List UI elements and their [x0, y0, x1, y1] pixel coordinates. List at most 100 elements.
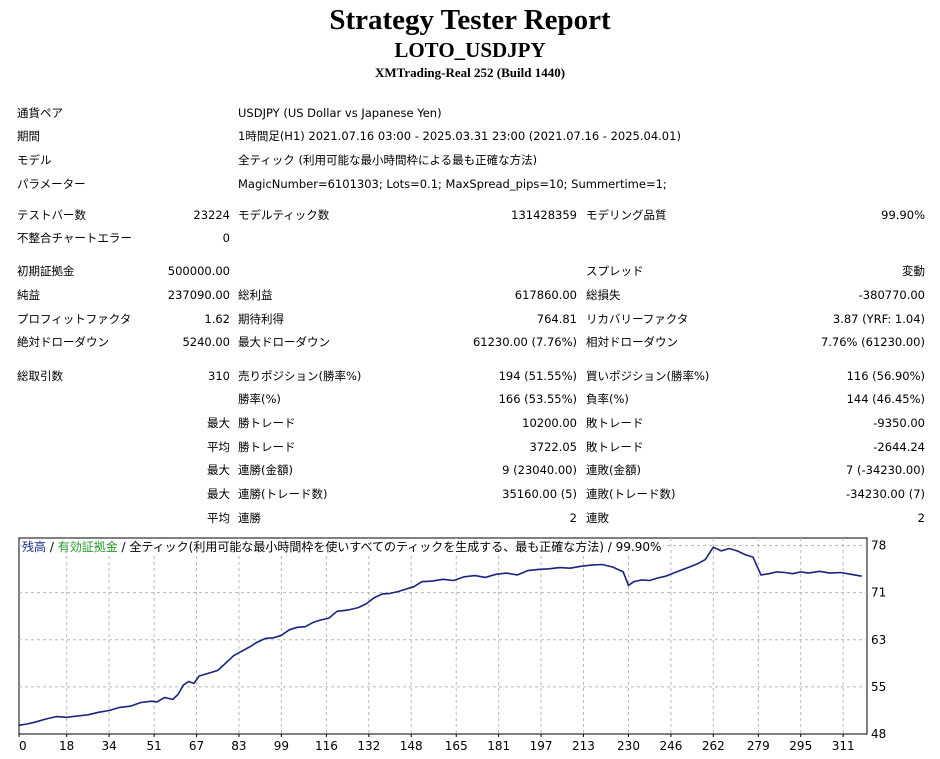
avg-consecutive-losses-label: 連敗: [586, 511, 609, 525]
x-tick-label: 116: [315, 739, 338, 753]
long-positions-label: 買いポジション(勝率%): [586, 369, 710, 383]
balance-chart: 480825 557307 633788 710270 786751 0 18 34 51 67 8…: [18, 537, 887, 753]
largest-win-value: 10200.00: [522, 416, 577, 430]
x-tick-label: 262: [702, 739, 725, 753]
short-positions-value: 194 (51.55%): [498, 369, 577, 383]
x-tick-label: 311: [832, 739, 855, 753]
expected-payoff-label: 期待利得: [238, 312, 284, 326]
recovery-factor-value: 3.87 (YRF: 1.04): [832, 312, 925, 326]
win-rate-label: 勝率(%): [238, 392, 281, 406]
x-tick-label: 148: [400, 739, 423, 753]
avg-word: 平均: [207, 511, 230, 525]
legend-balance: 残高: [22, 540, 47, 554]
consecutive-wins-money-value: 9 (23040.00): [502, 463, 577, 477]
ticks-value: 131428359: [511, 208, 577, 222]
loss-rate-value: 144 (46.45%): [846, 392, 925, 406]
net-profit-value: 237090.00: [167, 288, 230, 302]
bars-label: テストバー数: [17, 208, 86, 222]
avg-win-label: 勝トレード: [238, 440, 296, 454]
max-word: 最大: [207, 416, 230, 430]
ticks-label: モデルティック数: [238, 208, 330, 222]
largest-loss-label: 敗トレード: [586, 416, 644, 430]
expected-payoff-value: 764.81: [536, 312, 577, 326]
quality-value: 99.90%: [881, 208, 925, 222]
avg-loss-label: 敗トレード: [586, 440, 644, 454]
chart-legend: 残高 / 有効証拠金 / 全ティック(利用可能な最小時間枠を使いすべてのティック…: [22, 539, 664, 555]
y-tick-label: 786751: [871, 539, 887, 553]
y-tick-label: 710270: [871, 586, 887, 600]
consecutive-loss-label: 連敗(トレード数): [586, 487, 676, 501]
win-rate-value: 166 (53.55%): [498, 392, 577, 406]
consecutive-profit-value: 35160.00 (5): [502, 487, 577, 501]
legend-separator: /: [46, 540, 58, 554]
x-tick-label: 181: [487, 739, 510, 753]
y-tick-label: 633788: [871, 633, 887, 647]
gross-loss-value: -380770.00: [858, 288, 925, 302]
recovery-factor-label: リカバリーファクタ: [586, 312, 689, 326]
spread-label: スプレッド: [586, 264, 644, 278]
largest-win-label: 勝トレード: [238, 416, 296, 430]
consecutive-losses-money-value: 7 (-34230.00): [846, 463, 925, 477]
legend-equity: 有効証拠金: [57, 540, 118, 554]
avg-consecutive-wins-value: 2: [569, 511, 577, 525]
relative-drawdown-label: 相対ドローダウン: [586, 335, 678, 349]
balance-line: [18, 546, 862, 727]
y-tick-label: 480825: [871, 727, 887, 741]
bars-value: 23224: [193, 208, 230, 222]
period-label: 期間: [17, 129, 40, 143]
model-value: 全ティック (利用可能な最小時間枠による最も正確な方法): [238, 153, 538, 167]
ea-name: LOTO_USDJPY: [394, 38, 546, 62]
short-positions-label: 売りポジション(勝率%): [238, 369, 362, 383]
max-word: 最大: [207, 463, 230, 477]
period-value: 1時間足(H1) 2021.07.16 03:00 - 2025.03.31 2…: [238, 129, 681, 143]
x-tick-label: 230: [617, 739, 640, 753]
symbol-value: USDJPY (US Dollar vs Japanese Yen): [238, 106, 442, 120]
x-tick-label: 0: [19, 739, 27, 753]
x-tick-label: 51: [147, 739, 162, 753]
quality-label: モデリング品質: [586, 208, 667, 222]
plot-frame: [18, 537, 868, 735]
avg-win-value: 3722.05: [529, 440, 577, 454]
parameters-value: MagicNumber=6101303; Lots=0.1; MaxSpread…: [238, 177, 667, 191]
x-tick-label: 197: [530, 739, 553, 753]
report-title: Strategy Tester Report: [329, 4, 611, 36]
x-tick-label: 165: [445, 739, 468, 753]
gross-loss-label: 総損失: [586, 288, 621, 302]
x-tick-label: 132: [357, 739, 380, 753]
avg-word: 平均: [207, 440, 230, 454]
x-tick-label: 34: [101, 739, 116, 753]
legend-model-info: / 全ティック(利用可能な最小時間枠を使いすべてのティックを生成する、最も正確な…: [117, 540, 662, 554]
consecutive-profit-label: 連勝(トレード数): [238, 487, 328, 501]
consecutive-losses-money-label: 連敗(金額): [586, 463, 641, 477]
max-drawdown-label: 最大ドローダウン: [238, 335, 330, 349]
x-tick-label: 213: [572, 739, 595, 753]
net-profit-label: 純益: [17, 288, 40, 302]
symbol-label: 通貨ペア: [17, 106, 63, 120]
avg-consecutive-wins-label: 連勝: [238, 511, 261, 525]
consecutive-wins-money-label: 連勝(金額): [238, 463, 293, 477]
largest-loss-value: -9350.00: [873, 416, 925, 430]
avg-loss-value: -2644.24: [873, 440, 925, 454]
total-trades-value: 310: [208, 369, 230, 383]
x-tick-label: 295: [789, 739, 812, 753]
max-drawdown-value: 61230.00 (7.76%): [472, 335, 577, 349]
consecutive-loss-value: -34230.00 (7): [846, 487, 925, 501]
x-tick-label: 279: [747, 739, 770, 753]
model-label: モデル: [17, 153, 52, 167]
errors-label: 不整合チャートエラー: [17, 231, 132, 245]
avg-consecutive-losses-value: 2: [917, 511, 925, 525]
x-tick-label: 246: [659, 739, 682, 753]
x-tick-label: 18: [59, 739, 74, 753]
x-tick-label: 67: [189, 739, 204, 753]
server-build: XMTrading-Real 252 (Build 1440): [374, 65, 566, 80]
max-word: 最大: [207, 487, 230, 501]
y-tick-label: 557307: [871, 680, 887, 694]
deposit-value: 500000.00: [167, 264, 230, 278]
loss-rate-label: 負率(%): [586, 392, 629, 406]
gross-profit-label: 総利益: [238, 288, 273, 302]
x-tick-label: 99: [274, 739, 289, 753]
deposit-label: 初期証拠金: [17, 264, 75, 278]
absolute-drawdown-value: 5240.00: [182, 335, 230, 349]
spread-value: 変動: [902, 264, 925, 278]
profit-factor-label: プロフィットファクタ: [17, 312, 132, 326]
